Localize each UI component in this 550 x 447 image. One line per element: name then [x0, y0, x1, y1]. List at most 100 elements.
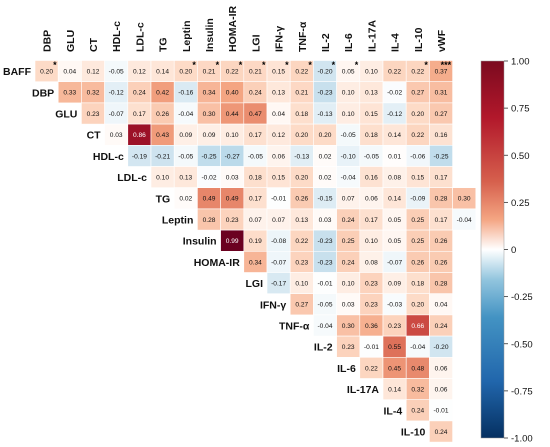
significance-star: * [192, 60, 196, 70]
cell-value: 0.23 [388, 323, 401, 330]
row-label-hdl-c: HDL-c [93, 151, 124, 163]
cell-value: 0.40 [226, 90, 239, 97]
cell-value: 0.23 [295, 259, 308, 266]
column-label-vwf: vWF [436, 29, 448, 52]
colorbar-tick-label: 0.50 [511, 151, 530, 162]
cell-value: 0.24 [435, 429, 448, 436]
row-label-tnf-alpha: TNF-α [279, 321, 310, 333]
row-label-ct: CT [87, 130, 102, 142]
cell-value: 0.21 [249, 69, 262, 76]
cell-value: 0.14 [388, 387, 401, 394]
cell-value: 0.86 [133, 132, 146, 139]
column-labels: DBP GLU CT HDL-c LDL-c TG Leptin Insulin HOMA-IR… [42, 6, 448, 52]
cell-value: 0.02 [319, 153, 332, 160]
cell-value: 0.23 [226, 217, 239, 224]
cell-value: 0.06 [435, 365, 448, 372]
column-label-glu: GLU [65, 30, 77, 52]
cell-value: -0.07 [109, 111, 124, 118]
cell-value: 0.13 [365, 90, 378, 97]
cell-value: -0.13 [294, 153, 309, 160]
colorbar-tick-label: -0.75 [511, 386, 533, 397]
cell-value: 0.32 [87, 90, 100, 97]
cell-value: 0.22 [365, 365, 378, 372]
colorbar: 1.00 0.75 0.50 0.25 0 -0.25 -0.50 -0.75 -1.00 [480, 57, 533, 445]
cell-value: 0.26 [435, 238, 448, 245]
cell-value: 0.06 [272, 153, 285, 160]
cell-value: -0.05 [178, 153, 193, 160]
cell-value: 0.43 [156, 132, 169, 139]
cell-value: 0.13 [179, 175, 192, 182]
cell-value: 0.10 [342, 111, 355, 118]
cell-value: -0.05 [317, 302, 332, 309]
cell-value: 0.15 [411, 175, 424, 182]
cell-value: 0.26 [295, 196, 308, 203]
cell-value: 0.12 [133, 69, 146, 76]
colorbar-tick-label: -0.25 [511, 292, 533, 303]
cell-value: -0.25 [433, 153, 448, 160]
cell-value: 0.17 [133, 111, 146, 118]
cell-value: -0.23 [317, 90, 332, 97]
cell-value: -0.05 [109, 69, 124, 76]
cell-value: 0.07 [342, 196, 355, 203]
cell-value: 0.37 [435, 69, 448, 76]
cell-value: 0.34 [249, 259, 262, 266]
colorbar-tick-label: 0 [511, 245, 516, 256]
cell-value: 0.10 [365, 238, 378, 245]
heatmap-cell [452, 208, 477, 231]
cell-value: -0.04 [341, 175, 356, 182]
cell-value: 0.24 [249, 90, 262, 97]
colorbar-tick-label: -0.50 [511, 339, 533, 350]
significance-star: * [424, 60, 428, 70]
cell-value: 0.05 [388, 238, 401, 245]
cell-value: 0.14 [156, 69, 169, 76]
row-label-glu: GLU [55, 109, 77, 121]
cell-value: -0.23 [317, 238, 332, 245]
column-label-leptin: Leptin [181, 21, 193, 53]
cell-value: 0.20 [179, 69, 192, 76]
cell-value: -0.07 [271, 259, 286, 266]
column-label-tnf-alpha: TNF-α [297, 21, 309, 52]
cell-value: 0.09 [179, 132, 192, 139]
cell-value: 0.17 [435, 217, 448, 224]
colorbar-gradient [480, 60, 505, 439]
significance-star: * [53, 60, 57, 70]
cell-value: -0.19 [132, 153, 147, 160]
cell-value: 0.07 [272, 217, 285, 224]
cell-value: 0.14 [388, 196, 401, 203]
cell-value: 0.24 [342, 259, 355, 266]
cell-value: 0.30 [458, 196, 471, 203]
cell-value: 0.30 [203, 111, 216, 118]
cell-value: 0.18 [249, 175, 262, 182]
cell-value: -0.08 [271, 238, 286, 245]
cell-value: 0.15 [272, 69, 285, 76]
significance-star: * [262, 60, 266, 70]
cell-value: 0.32 [411, 387, 424, 394]
cell-value: 0.49 [203, 196, 216, 203]
cell-value: 0.13 [295, 217, 308, 224]
column-label-insulin: Insulin [204, 18, 216, 52]
cell-value: -0.05 [364, 153, 379, 160]
cell-value: 0.26 [411, 259, 424, 266]
cell-value: 0.03 [319, 217, 332, 224]
cell-value: 0.16 [365, 175, 378, 182]
cell-value: 0.03 [226, 175, 239, 182]
cell-value: 0.10 [342, 90, 355, 97]
cell-value: -0.17 [271, 281, 286, 288]
row-label-dbp: DBP [32, 87, 54, 99]
cell-value: 0.02 [179, 196, 192, 203]
cell-value: 0.10 [342, 281, 355, 288]
cell-value: 0.20 [295, 132, 308, 139]
cell-value: 0.26 [156, 111, 169, 118]
cell-value: 0.44 [226, 111, 239, 118]
cell-value: -0.10 [341, 153, 356, 160]
cell-value: 0.13 [272, 90, 285, 97]
cell-value: 0.47 [249, 111, 262, 118]
heatmap-cells: 0.20*0.04 0.12 -0.05 0.12 0.14 0.20*0.21*0.22… [34, 60, 477, 443]
cell-value: -0.07 [387, 259, 402, 266]
cell-value: 0.02 [319, 175, 332, 182]
cell-value: 0.24 [133, 90, 146, 97]
cell-value: 0.26 [435, 259, 448, 266]
significance-star: * [216, 60, 220, 70]
cell-value: -0.16 [178, 90, 193, 97]
